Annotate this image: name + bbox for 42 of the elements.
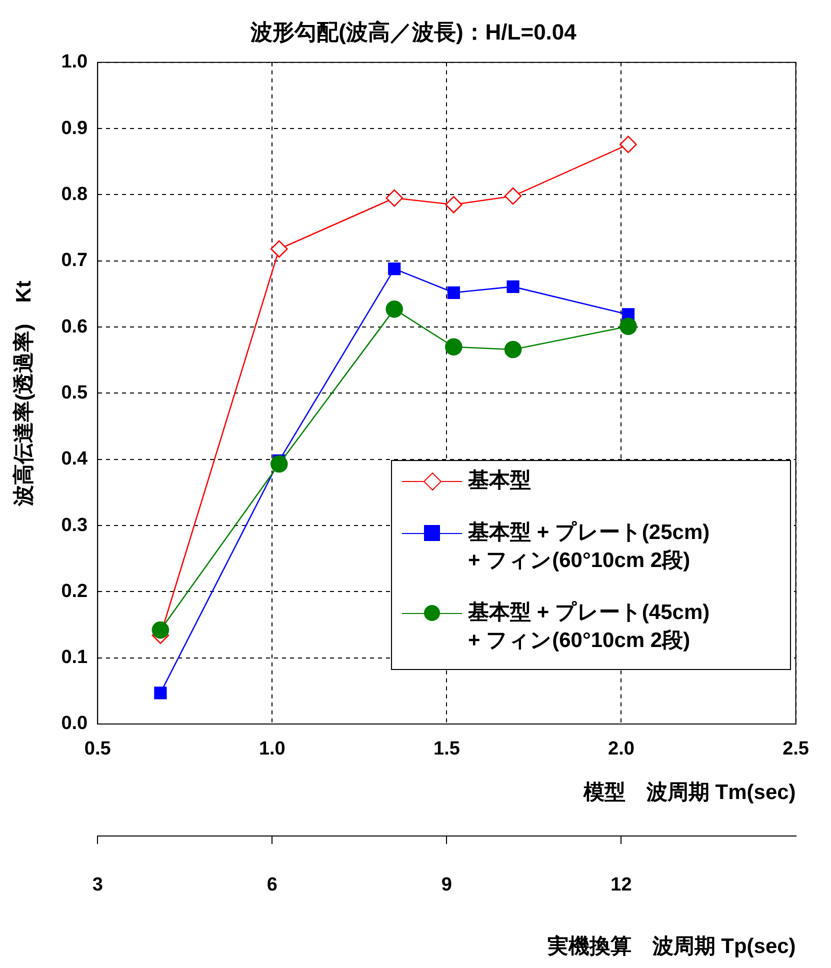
point xyxy=(620,318,637,336)
y-tick-label: 1.0 xyxy=(61,52,88,73)
point xyxy=(152,621,170,639)
chart-title: 波形勾配(波高／波長)：H/L=0.04 xyxy=(250,19,578,44)
point xyxy=(620,136,637,154)
point xyxy=(386,300,403,318)
point xyxy=(270,455,288,473)
y-axis-title: 波高伝達率(透過率) Kt xyxy=(11,280,36,507)
x-tick-label: 2.5 xyxy=(782,738,810,760)
y-tick-label: 0.5 xyxy=(61,382,88,404)
y-tick-label: 0.6 xyxy=(61,316,88,338)
point xyxy=(270,240,288,258)
x2-tick-label: 6 xyxy=(266,874,278,896)
legend-label: 基本型 xyxy=(468,468,531,494)
x2-tick-label: 9 xyxy=(441,874,452,896)
point xyxy=(388,262,401,276)
y-tick-label: 0.7 xyxy=(61,250,88,272)
point xyxy=(447,286,460,299)
legend-label: 基本型 + プレート(45cm) + フィン(60°10cm 2段) xyxy=(468,600,710,654)
y-tick-label: 0.0 xyxy=(61,713,88,734)
y-tick-label: 0.9 xyxy=(61,118,88,139)
point xyxy=(154,686,167,700)
point xyxy=(504,187,522,205)
x2-axis-title: 実機換算 波周期 Tp(sec) xyxy=(546,934,796,958)
legend-label: 基本型 + プレート(25cm) + フィン(60°10cm 2段) xyxy=(468,520,710,574)
y-tick-label: 0.2 xyxy=(61,580,88,602)
x-axis-title: 模型 波周期 Tm(sec) xyxy=(582,781,796,804)
y-tick-label: 0.3 xyxy=(61,514,88,536)
x-tick-label: 2.0 xyxy=(608,738,634,760)
point xyxy=(504,340,522,358)
point xyxy=(506,280,520,293)
x2-tick-label: 12 xyxy=(610,874,632,896)
point xyxy=(445,338,462,356)
y-tick-label: 0.4 xyxy=(61,448,88,470)
x2-tick-label: 3 xyxy=(92,874,103,896)
x-tick-label: 0.5 xyxy=(84,738,112,760)
x-tick-label: 1.0 xyxy=(258,738,286,760)
y-tick-label: 0.1 xyxy=(61,647,88,668)
point xyxy=(386,189,403,207)
x-tick-label: 1.5 xyxy=(433,738,460,760)
point xyxy=(445,196,462,214)
y-tick-label: 0.8 xyxy=(61,184,88,205)
